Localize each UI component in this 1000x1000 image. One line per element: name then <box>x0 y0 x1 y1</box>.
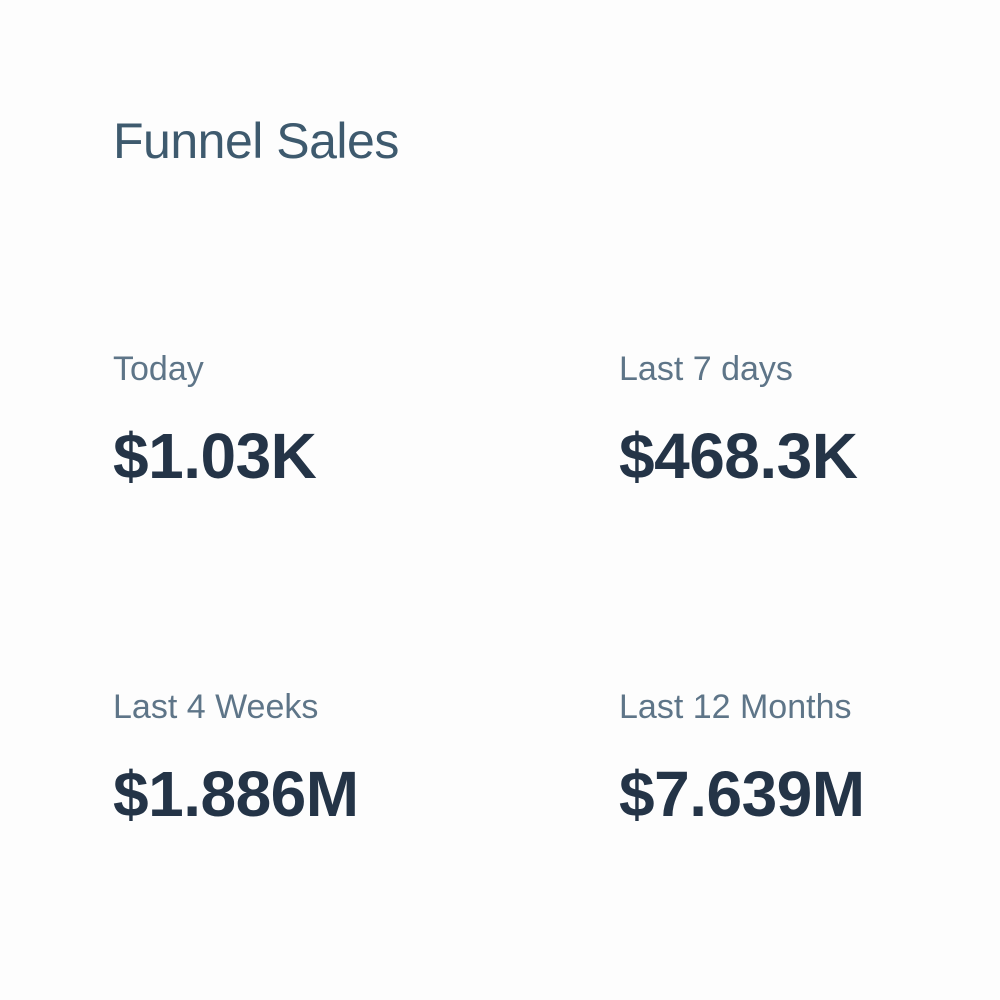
metric-label: Last 4 Weeks <box>113 688 319 726</box>
metric-today: Today $1.03K <box>113 352 473 488</box>
metric-value: $468.3K <box>619 420 858 492</box>
metric-label: Last 7 days <box>619 350 793 388</box>
metric-value: $7.639M <box>619 758 865 830</box>
metric-value: $1.886M <box>113 758 359 830</box>
metric-label: Last 12 Months <box>619 688 852 726</box>
metric-last-4-weeks: Last 4 Weeks $1.886M <box>113 690 473 826</box>
metric-label: Today <box>113 350 204 388</box>
metric-value: $1.03K <box>113 420 317 492</box>
metric-last-12-months: Last 12 Months $7.639M <box>619 690 979 826</box>
widget-title: Funnel Sales <box>113 113 399 169</box>
metric-last-7-days: Last 7 days $468.3K <box>619 352 979 488</box>
